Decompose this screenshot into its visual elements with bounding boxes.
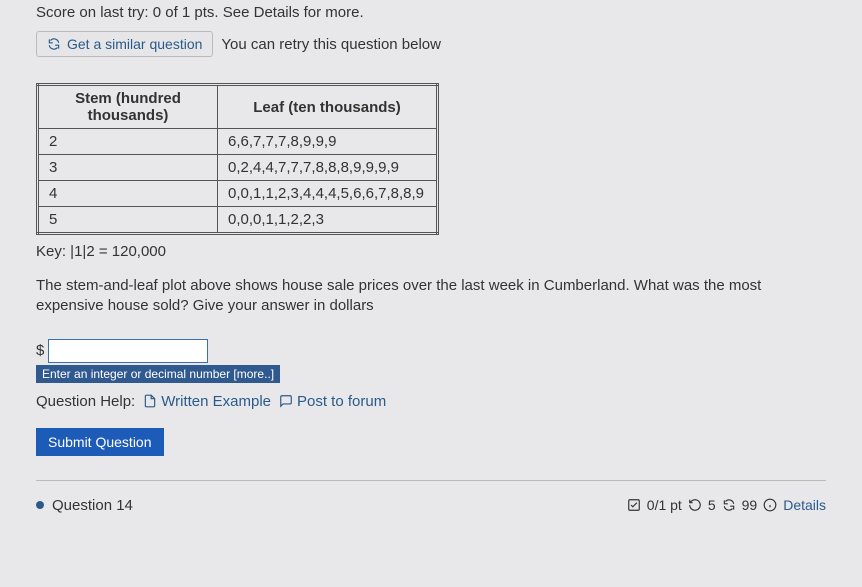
stem-leaf-table: Stem (hundred thousands) Leaf (ten thous… (36, 83, 439, 235)
question-text: The stem-and-leaf plot above shows house… (36, 276, 816, 317)
question-number-label: Question 14 (52, 497, 133, 514)
table-cell: 5 (38, 207, 218, 234)
score-line: Score on last try: 0 of 1 pts. See Detai… (36, 4, 826, 21)
post-forum-label: Post to forum (297, 393, 386, 410)
info-icon (763, 498, 777, 512)
get-similar-button[interactable]: Get a similar question (36, 31, 213, 57)
question-label-row[interactable]: Question 14 (36, 497, 133, 514)
similar-button-label: Get a similar question (67, 36, 202, 52)
document-icon (143, 394, 157, 408)
dollar-sign: $ (36, 342, 44, 359)
table-cell: 3 (38, 155, 218, 181)
footer-row: Question 14 0/1 pt 5 99 Details (36, 481, 826, 514)
table-row: 5 0,0,0,1,1,2,2,3 (38, 207, 438, 234)
answer-input[interactable] (48, 339, 208, 363)
written-example-label: Written Example (161, 393, 271, 410)
retry-text: You can retry this question below (221, 36, 441, 53)
table-cell: 2 (38, 129, 218, 155)
bullet-icon (36, 501, 44, 509)
table-header-stem: Stem (hundred thousands) (38, 85, 218, 129)
question-stats: 0/1 pt 5 99 Details (627, 497, 826, 513)
table-row: 4 0,0,1,1,2,3,4,4,4,5,6,6,7,8,8,9 (38, 181, 438, 207)
score-fraction: 0/1 pt (647, 497, 682, 513)
table-cell: 0,2,4,4,7,7,7,8,8,8,9,9,9,9 (218, 155, 438, 181)
table-header-row: Stem (hundred thousands) Leaf (ten thous… (38, 85, 438, 129)
attempts-count: 99 (742, 497, 758, 513)
retries-icon (722, 498, 736, 512)
table-cell: 0,0,0,1,1,2,2,3 (218, 207, 438, 234)
help-row: Question Help: Written Example Post to f… (36, 393, 826, 410)
undo-icon (688, 498, 702, 512)
similar-row: Get a similar question You can retry thi… (36, 31, 826, 57)
table-cell: 0,0,1,1,2,3,4,4,4,5,6,6,7,8,8,9 (218, 181, 438, 207)
refresh-icon (47, 37, 61, 51)
checkbox-icon (627, 498, 641, 512)
help-label: Question Help: (36, 393, 135, 410)
table-row: 3 0,2,4,4,7,7,7,8,8,8,9,9,9,9 (38, 155, 438, 181)
hint-bar[interactable]: Enter an integer or decimal number [more… (36, 365, 280, 383)
retry-count: 5 (708, 497, 716, 513)
details-link[interactable]: Details (783, 497, 826, 513)
chat-icon (279, 394, 293, 408)
answer-row: $ (36, 339, 826, 363)
submit-button[interactable]: Submit Question (36, 428, 164, 456)
post-forum-link[interactable]: Post to forum (279, 393, 386, 410)
written-example-link[interactable]: Written Example (143, 393, 271, 410)
table-cell: 6,6,7,7,7,8,9,9,9 (218, 129, 438, 155)
table-header-leaf: Leaf (ten thousands) (218, 85, 438, 129)
key-line: Key: |1|2 = 120,000 (36, 243, 826, 260)
table-cell: 4 (38, 181, 218, 207)
table-row: 2 6,6,7,7,7,8,9,9,9 (38, 129, 438, 155)
